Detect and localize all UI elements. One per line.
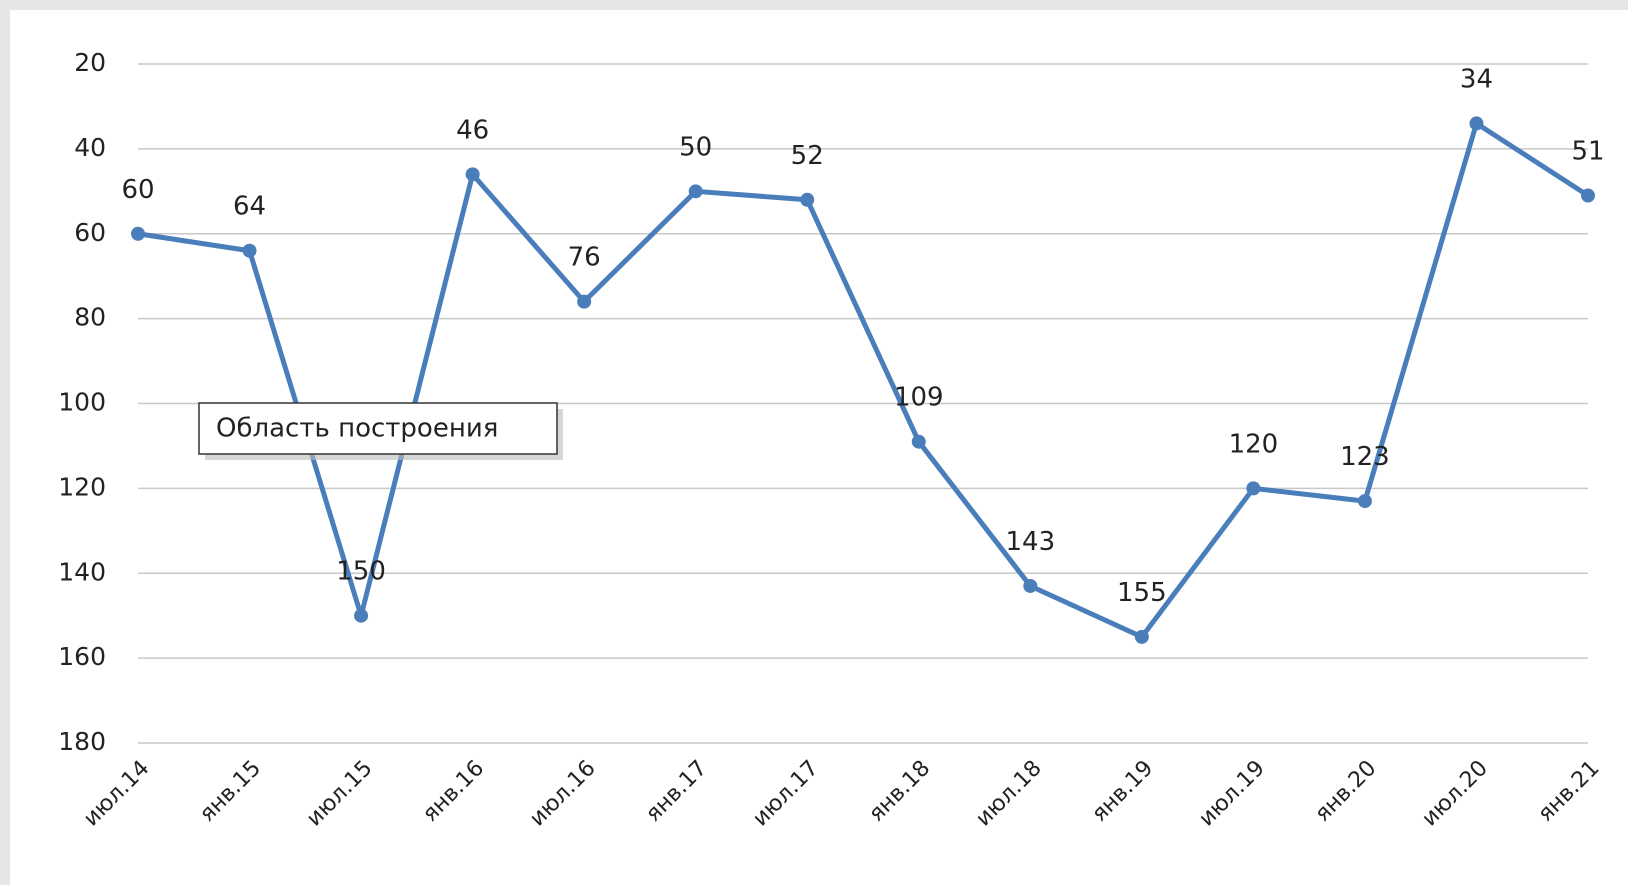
- data-label: 150: [336, 557, 386, 587]
- marker: [131, 226, 145, 241]
- data-label: 51: [1571, 137, 1604, 167]
- plot: 60 64 150 46 76 50 52 109 143 155 120 123 34 51: [121, 64, 1605, 644]
- marker: [242, 243, 257, 258]
- x-tick-label: июл.17: [748, 756, 824, 832]
- data-label: 143: [1005, 527, 1055, 557]
- y-tick-label: 180: [58, 727, 106, 756]
- marker: [1023, 578, 1038, 593]
- marker: [1357, 494, 1372, 509]
- data-label: 34: [1460, 64, 1493, 94]
- marker: [1581, 188, 1595, 203]
- x-tick-label: янв.16: [418, 756, 489, 827]
- x-tick-label: июл.19: [1194, 756, 1270, 832]
- data-label: 46: [456, 115, 489, 145]
- y-tick-label: 120: [58, 472, 106, 501]
- marker: [1469, 116, 1484, 131]
- data-label: 64: [233, 192, 266, 222]
- tooltip: Область построения: [198, 402, 563, 460]
- data-label: 123: [1340, 442, 1390, 472]
- y-tick-label: 160: [58, 642, 106, 671]
- data-label: 155: [1117, 578, 1167, 608]
- x-tick-label: янв.18: [864, 756, 935, 827]
- data-label: 76: [568, 243, 601, 273]
- frame-top: [0, 0, 1628, 10]
- x-tick-label: янв.19: [1087, 756, 1158, 827]
- y-tick-label: 20: [74, 48, 106, 77]
- x-tick-label: июл.14: [79, 756, 155, 832]
- marker: [1246, 481, 1261, 496]
- data-label: 50: [679, 132, 712, 162]
- marker: [465, 167, 480, 182]
- y-tick-label: 60: [74, 218, 106, 247]
- y-tick-label: 140: [58, 557, 106, 586]
- marker: [1134, 629, 1149, 644]
- y-tick-label: 100: [58, 388, 106, 417]
- x-tick-label: июл.16: [525, 756, 601, 832]
- x-tick-label: июл.15: [302, 756, 378, 832]
- x-tick-label: янв.15: [195, 756, 266, 827]
- x-tick-label: июл.18: [971, 756, 1047, 832]
- tooltip-box: [198, 402, 558, 455]
- y-tick-label: 40: [74, 133, 106, 162]
- y-tick-label: 80: [74, 303, 106, 332]
- data-label: 60: [121, 175, 154, 205]
- data-label: 120: [1229, 429, 1279, 459]
- frame-left: [0, 0, 10, 885]
- tooltip-text: Область построения: [216, 414, 498, 444]
- data-label: 109: [894, 383, 944, 413]
- marker: [688, 184, 703, 199]
- line: [137, 120, 1590, 640]
- x-tick-label: янв.17: [641, 756, 712, 827]
- marker: [577, 294, 592, 309]
- marker: [354, 608, 369, 623]
- marker: [800, 192, 815, 207]
- marker: [911, 434, 926, 449]
- data-label: 52: [791, 141, 824, 171]
- x-tick-label: июл.20: [1417, 756, 1493, 832]
- x-tick-label: янв.21: [1533, 756, 1604, 827]
- x-tick-label: янв.20: [1310, 756, 1381, 827]
